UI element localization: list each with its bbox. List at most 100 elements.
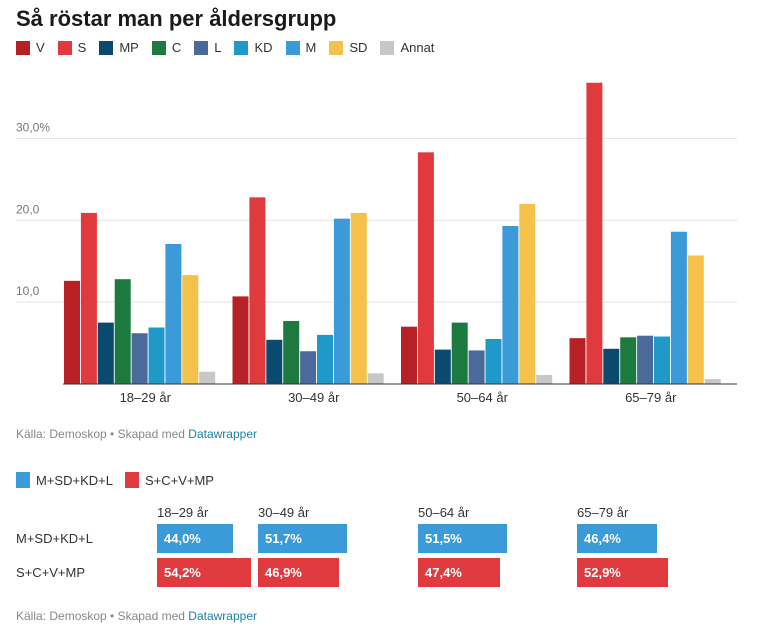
bar-annat-1 <box>199 371 216 384</box>
legend: V S MP C L KD M SD Annat <box>16 40 447 55</box>
bar-annat-2 <box>367 373 384 384</box>
bar-kd-4 <box>654 336 670 384</box>
bar-s-2 <box>249 197 266 384</box>
column-header: 18–29 år <box>157 505 209 520</box>
bar-s-3 <box>417 152 434 384</box>
bar-v-3 <box>401 326 417 384</box>
bar-m-3 <box>502 225 519 384</box>
bar-m-2 <box>333 218 350 384</box>
bar-m-1 <box>165 244 182 384</box>
block-bar-m-sd-kd-l-1: 44,0% <box>157 524 233 553</box>
bar-l-3 <box>468 350 485 384</box>
y-tick-label: 20,0 <box>16 202 40 216</box>
legend-swatch <box>57 40 72 55</box>
x-tick-label: 18–29 år <box>120 390 172 405</box>
bar-kd-3 <box>485 338 502 384</box>
block-bar-s-c-v-mp-1: 54,2% <box>157 558 251 587</box>
grouped-bar-chart: 10,0 20,0 30,0% 18–29 år 30–49 år 50–64 år 65–… <box>16 82 737 405</box>
bar-c-4 <box>620 337 637 384</box>
block-bar-m-sd-kd-l-3: 51,5% <box>418 524 507 553</box>
legend-swatch <box>16 40 30 55</box>
legend-swatch <box>151 40 166 55</box>
source-text: Källa: Demoskop • Skapad med <box>16 427 189 441</box>
source-text: Källa: Demoskop • Skapad med <box>16 609 189 623</box>
legend-label: L <box>214 40 222 55</box>
bar-mp-4 <box>603 348 620 384</box>
legend-item-sd: SD <box>329 40 367 55</box>
legend-item-kd: KD <box>234 40 273 55</box>
legend-swatch <box>99 40 114 55</box>
block-bar-s-c-v-mp-3: 47,4% <box>418 558 500 587</box>
legend-swatch <box>285 40 300 55</box>
column-header: 65–79 år <box>577 505 629 520</box>
bar-v-1 <box>64 280 80 384</box>
x-tick-label: 65–79 år <box>625 390 677 405</box>
bar-s-4 <box>586 82 603 385</box>
bar-c-2 <box>283 320 300 384</box>
legend2-item-m-sd-kd-l: M+SD+KD+L <box>16 472 113 488</box>
bar-mp-2 <box>266 339 283 384</box>
bar-sd-1 <box>182 275 199 384</box>
legend-swatch <box>124 472 139 488</box>
source-note-2: Källa: Demoskop • Skapad med Datawrapper <box>16 609 257 623</box>
block-bar-s-c-v-mp-4: 52,9% <box>577 558 669 587</box>
bar-l-2 <box>300 351 317 384</box>
legend-label: V <box>36 40 45 55</box>
x-tick-label: 30–49 år <box>288 390 340 405</box>
bar-sd-4 <box>687 255 704 384</box>
column-header: 50–64 år <box>418 505 470 520</box>
legend-label: Annat <box>400 40 435 55</box>
bar-l-4 <box>637 335 654 384</box>
row-label-m-sd-kd-l: M+SD+KD+L <box>16 531 93 546</box>
legend-label: MP <box>119 40 139 55</box>
legend-label: SD <box>349 40 368 55</box>
block-bar-m-sd-kd-l-2: 51,7% <box>258 524 348 553</box>
bar-sd-3 <box>519 203 536 384</box>
bar-kd-1 <box>148 327 165 384</box>
legend-label: C <box>171 40 182 55</box>
legend-item-v: V <box>16 40 45 55</box>
datawrapper-link[interactable]: Datawrapper <box>188 609 257 623</box>
legend-label: KD <box>254 40 273 55</box>
legend-blocks: M+SD+KD+L S+C+V+MP <box>16 472 226 488</box>
legend-label: S <box>77 40 87 55</box>
bar-l-1 <box>131 333 148 384</box>
legend-item-l: L <box>194 40 221 55</box>
column-header: 30–49 år <box>258 505 310 520</box>
bar-kd-2 <box>317 334 333 384</box>
bar-s-1 <box>80 212 97 384</box>
legend-item-annat: Annat <box>380 40 434 55</box>
row-label-s-c-v-mp: S+C+V+MP <box>16 565 86 580</box>
legend-item-m: M <box>285 40 317 55</box>
datawrapper-link[interactable]: Datawrapper <box>188 427 257 441</box>
legend-swatch <box>380 40 395 55</box>
legend-label: S+C+V+MP <box>144 472 214 488</box>
legend-label: M <box>305 40 317 55</box>
block-bar-s-c-v-mp-2: 46,9% <box>258 558 339 587</box>
legend-swatch <box>194 40 209 55</box>
bar-sd-2 <box>350 212 367 384</box>
legend-item-mp: MP <box>99 40 139 55</box>
legend2-item-s-c-v-mp: S+C+V+MP <box>124 472 214 488</box>
legend-item-c: C <box>151 40 182 55</box>
block-bar-m-sd-kd-l-4: 46,4% <box>577 524 658 553</box>
bar-annat-4 <box>704 379 721 384</box>
y-tick-label: 10,0 <box>16 284 40 298</box>
bar-c-3 <box>451 322 468 384</box>
legend-swatch <box>16 472 30 488</box>
legend-label: M+SD+KD+L <box>36 472 113 488</box>
legend-swatch <box>234 40 249 55</box>
y-tick-label: 30,0% <box>16 120 50 134</box>
x-tick-label: 50–64 år <box>457 390 509 405</box>
bar-v-2 <box>232 296 249 384</box>
source-note: Källa: Demoskop • Skapad med Datawrapper <box>16 427 257 441</box>
bar-mp-3 <box>434 349 451 384</box>
legend-swatch <box>329 40 344 55</box>
bar-v-4 <box>569 338 586 384</box>
bar-c-1 <box>114 279 131 384</box>
bar-annat-3 <box>536 374 553 384</box>
bar-m-4 <box>670 231 687 384</box>
bar-mp-1 <box>97 322 114 384</box>
legend-item-s: S <box>57 40 87 55</box>
chart-title: Så röstar man per åldersgrupp <box>16 6 337 31</box>
